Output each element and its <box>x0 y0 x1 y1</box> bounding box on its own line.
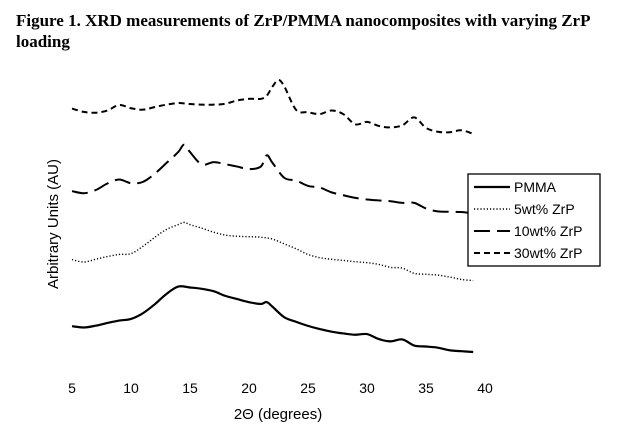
x-tick-label: 20 <box>241 380 257 396</box>
x-axis-label: 2Θ (degrees) <box>234 406 322 423</box>
series-line-10wt-zrp <box>71 143 474 215</box>
x-tick-label: 10 <box>123 380 139 396</box>
legend-label: 30wt% ZrP <box>514 245 582 261</box>
x-tick-label: 40 <box>477 380 493 396</box>
x-tick-label: 35 <box>418 380 434 396</box>
series-line-5wt-zrp <box>71 221 474 282</box>
legend-label: 5wt% ZrP <box>514 201 575 217</box>
y-axis-label: Arbitrary Units (AU) <box>45 159 62 289</box>
legend-box <box>467 173 601 267</box>
series-line-pmma <box>71 285 474 354</box>
legend: PMMA 5wt% ZrP 10wt% ZrP 30wt% ZrP <box>467 173 601 267</box>
legend-label: 10wt% ZrP <box>514 223 582 239</box>
x-tick-label: 15 <box>182 380 198 396</box>
x-tick-label: 5 <box>68 380 76 396</box>
x-tick-label: 25 <box>300 380 316 396</box>
chart-title: Figure 1. XRD measurements of ZrP/PMMA n… <box>16 11 590 51</box>
legend-items: PMMA 5wt% ZrP 10wt% ZrP 30wt% ZrP <box>474 179 582 261</box>
legend-label: PMMA <box>514 179 557 195</box>
x-tick-label: 30 <box>359 380 375 396</box>
x-tick-labels: 5 10 15 20 25 30 35 40 <box>68 380 493 396</box>
series-layer <box>71 79 474 354</box>
series-line-30wt-zrp <box>71 79 474 135</box>
